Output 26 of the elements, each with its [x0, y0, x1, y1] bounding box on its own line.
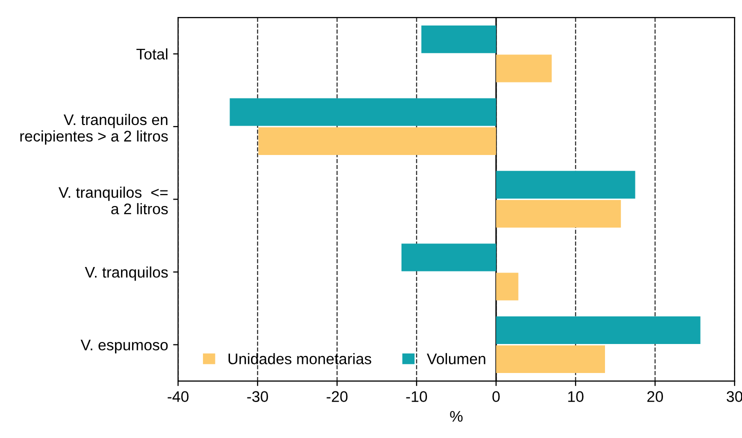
x-tick-label: 0	[492, 391, 500, 402]
y-tick-label: V. tranquilos en recipientes > a 2 litros	[20, 114, 168, 145]
bar	[401, 244, 496, 272]
bar	[496, 200, 621, 228]
x-tick-label: -30	[247, 391, 268, 402]
x-tick-label: 10	[568, 391, 584, 402]
bar	[496, 272, 518, 300]
x-tick-label: 20	[647, 391, 663, 402]
bar	[496, 345, 605, 374]
bar	[496, 54, 552, 82]
bar	[421, 26, 496, 54]
legend-label: Unidades monetarias	[228, 353, 372, 364]
y-tick-label: Total	[136, 48, 168, 60]
bar	[496, 170, 636, 199]
bar	[258, 127, 496, 155]
bar	[230, 98, 496, 126]
y-tick-label: V. tranquilos <= a 2 litros	[58, 186, 168, 214]
x-tick-label: -10	[406, 391, 428, 402]
legend-label: Volumen	[426, 353, 486, 364]
x-tick-label: -20	[326, 391, 348, 402]
y-tick-label: V. espumoso	[80, 340, 168, 354]
bar	[496, 316, 700, 344]
x-tick-label: -40	[168, 391, 189, 402]
y-tick-label: V. tranquilos	[84, 266, 168, 281]
x-tick-label: 30	[726, 391, 742, 402]
x-axis-title: %	[450, 411, 463, 422]
